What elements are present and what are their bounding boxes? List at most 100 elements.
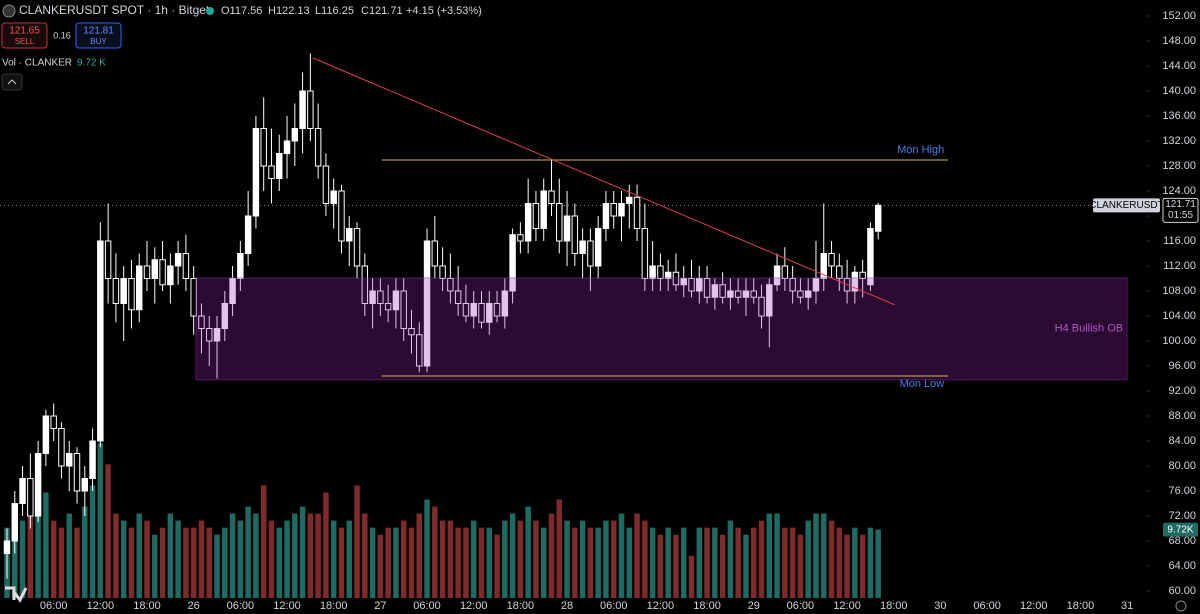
candle-body [509, 234, 516, 292]
candle-body [711, 284, 719, 298]
price-tag: 121.71 [1165, 199, 1196, 210]
volume-bar [292, 513, 298, 598]
y-tick-label: 60.00 [1168, 585, 1196, 597]
candle-body [260, 128, 267, 167]
y-tick-label: 108.00 [1162, 285, 1196, 297]
overlay: CLANKERUSDT SPOT · 1h · Bitget O117.56 H… [1, 3, 1187, 612]
sell-price: 121.65 [9, 26, 40, 37]
candle-body [867, 228, 874, 286]
candle-body [221, 303, 229, 329]
sell-label: SELL [15, 37, 35, 46]
y-tick-label: 124.00 [1162, 185, 1196, 197]
x-tick-label: 27 [374, 600, 386, 612]
price-tag-box [1162, 197, 1199, 223]
candle-body [478, 303, 485, 323]
volume-bar [50, 520, 57, 598]
symbol-icon [2, 4, 16, 18]
volume-bar [237, 520, 244, 598]
collapse-icon [7, 79, 17, 85]
chart-title: CLANKERUSDT SPOT · 1h · Bitget [19, 3, 210, 17]
x-tick-label: 29 [748, 600, 760, 612]
ohlc-change: +4.15 (+3.53%) [406, 5, 482, 17]
candle-body [602, 203, 610, 229]
volume-bar [875, 529, 881, 598]
volume-tag: 9.72K [1167, 524, 1193, 535]
volume-bar [152, 534, 158, 598]
volume-bar [805, 520, 811, 598]
candle-body [439, 265, 446, 279]
candle-body [680, 278, 687, 286]
settings-icon[interactable] [1175, 600, 1187, 612]
volume-bar [113, 513, 119, 598]
volume-bar [611, 520, 617, 598]
volume-bar [284, 520, 290, 598]
volume-bar [735, 527, 741, 598]
candle-body [167, 265, 174, 286]
volume-bar [478, 527, 485, 598]
candle-body [34, 453, 42, 517]
y-tick-label: 80.00 [1168, 460, 1196, 472]
candle-body [587, 240, 594, 267]
volume-bar [494, 534, 500, 598]
candle-body [610, 203, 617, 217]
volume-bar [719, 534, 726, 598]
collapse-button[interactable] [1, 73, 23, 91]
volume-bar [19, 520, 26, 598]
candle-body [112, 278, 120, 304]
volume-bar [789, 527, 796, 598]
x-tick-label: 18:00 [507, 600, 535, 612]
candle-body [182, 253, 190, 279]
candle-body [128, 278, 135, 311]
volume-bar [696, 527, 703, 598]
candle-body [742, 290, 750, 298]
candle-body [81, 478, 89, 492]
volume-bar [867, 527, 874, 598]
candle-body [812, 278, 820, 292]
sell-button[interactable] [1, 22, 48, 49]
candle-body [400, 290, 407, 329]
volume-bar [408, 527, 415, 598]
candle-body [641, 228, 649, 279]
candle-body [408, 328, 415, 336]
volume-bar [27, 506, 34, 598]
x-tick-label: 18:00 [880, 600, 908, 612]
x-tick-label: 18:00 [320, 600, 348, 612]
volume-bar [89, 485, 96, 598]
candle-body [719, 284, 726, 298]
candle-body [143, 265, 151, 279]
spread: 0.16 [53, 30, 71, 40]
volume-bar [455, 527, 461, 598]
candle-body [50, 415, 57, 429]
candle-body [361, 265, 369, 304]
volume-bar [509, 513, 516, 598]
volume-bar [315, 513, 321, 598]
volume-bar [198, 520, 205, 598]
candle-body [198, 315, 205, 329]
y-tick-label: 72.00 [1168, 510, 1196, 522]
volume-bar [688, 555, 695, 598]
volume-bar [74, 527, 80, 598]
candle-body [97, 240, 104, 442]
buy-label: BUY [90, 37, 107, 46]
volume-bar [222, 527, 228, 598]
volume-bar [727, 520, 734, 598]
buy-button[interactable] [75, 22, 122, 49]
level-label: Mon High [897, 144, 944, 156]
candle-body [571, 215, 579, 254]
volume-bar [66, 513, 72, 598]
candle-body [159, 259, 166, 286]
logo [5, 586, 28, 603]
candle-body [276, 153, 283, 179]
candle-body [330, 190, 337, 204]
volume-bar [400, 520, 407, 598]
y-tick-label: 148.00 [1162, 35, 1196, 47]
x-tick-label: 06:00 [413, 600, 441, 612]
candle-body [750, 290, 757, 298]
volume-bar [58, 527, 65, 598]
volume-bar [424, 499, 430, 598]
volume-bar [167, 513, 174, 598]
symbol-tag: CLANKERUSDT [1089, 200, 1163, 211]
volume-bar [618, 513, 625, 598]
